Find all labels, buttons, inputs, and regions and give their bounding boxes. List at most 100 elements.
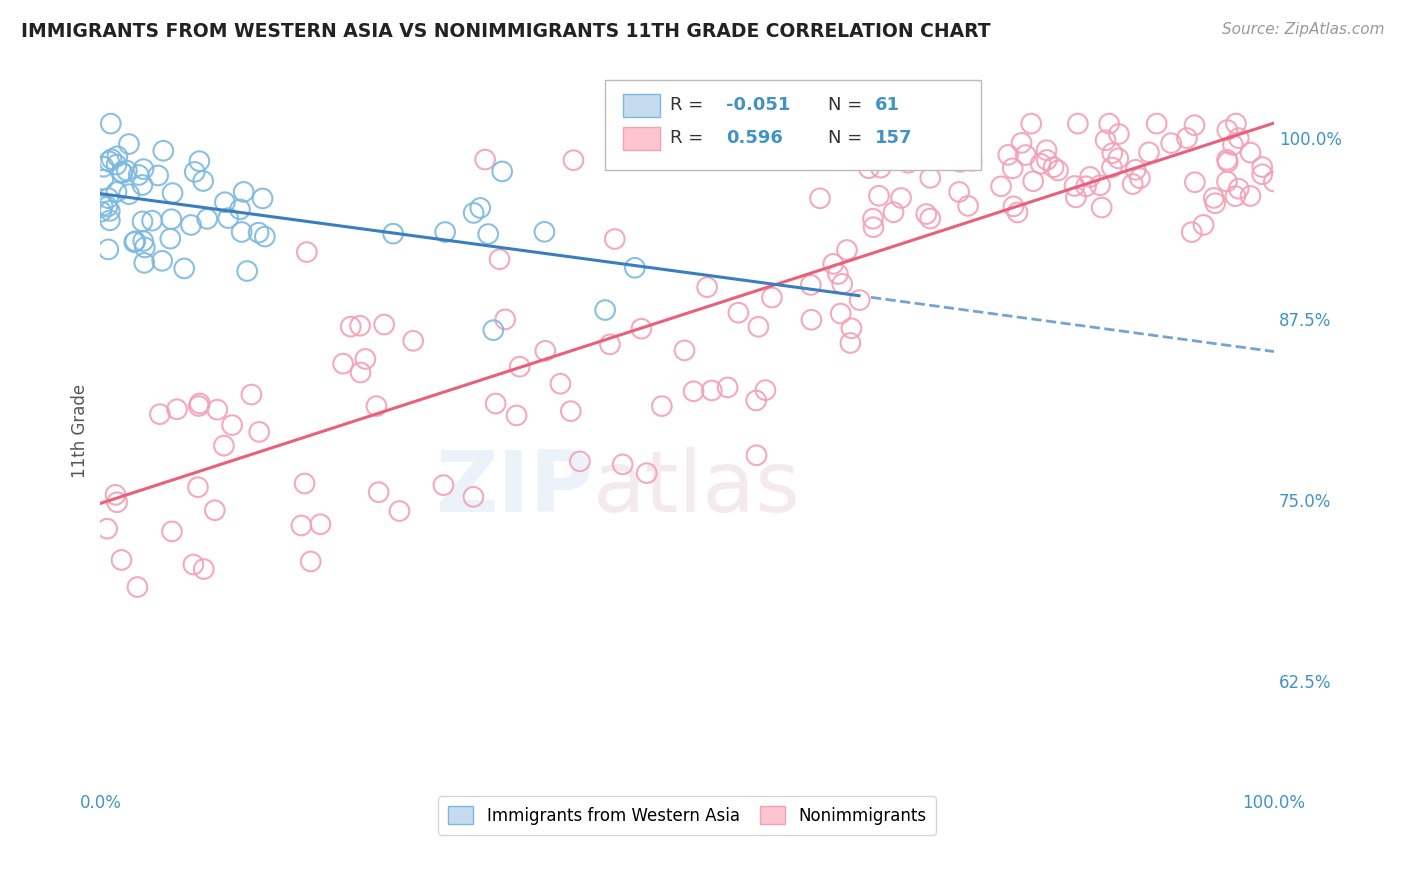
Point bbox=[124, 235, 146, 249]
Point bbox=[134, 240, 156, 254]
Point bbox=[252, 191, 274, 205]
Point bbox=[1011, 136, 1033, 150]
Point bbox=[183, 558, 205, 572]
Point bbox=[957, 199, 980, 213]
Point bbox=[110, 553, 132, 567]
Point bbox=[432, 478, 454, 492]
Point bbox=[354, 351, 377, 366]
Point bbox=[131, 178, 153, 192]
Point bbox=[366, 399, 388, 413]
Point bbox=[91, 173, 114, 187]
Point bbox=[100, 117, 122, 131]
Point bbox=[1047, 163, 1070, 178]
Point bbox=[122, 235, 145, 249]
Point bbox=[1122, 177, 1144, 191]
Point bbox=[835, 243, 858, 257]
Point bbox=[474, 153, 496, 167]
Point bbox=[482, 323, 505, 337]
Point bbox=[1216, 123, 1239, 137]
Point bbox=[159, 232, 181, 246]
Text: 61: 61 bbox=[875, 96, 900, 114]
Point bbox=[184, 165, 207, 179]
Point bbox=[800, 277, 823, 292]
Text: Source: ZipAtlas.com: Source: ZipAtlas.com bbox=[1222, 22, 1385, 37]
Point bbox=[488, 252, 510, 267]
Point bbox=[111, 165, 134, 179]
Point bbox=[1064, 190, 1087, 204]
Point bbox=[1078, 169, 1101, 184]
FancyBboxPatch shape bbox=[623, 127, 661, 151]
Point bbox=[105, 185, 128, 199]
Point bbox=[98, 154, 121, 169]
Point bbox=[339, 319, 361, 334]
Point bbox=[332, 357, 354, 371]
Point bbox=[232, 185, 254, 199]
Point bbox=[1107, 152, 1129, 166]
Point bbox=[131, 214, 153, 228]
Point bbox=[990, 179, 1012, 194]
Point bbox=[1146, 117, 1168, 131]
Point bbox=[858, 161, 880, 176]
Point bbox=[1088, 178, 1111, 193]
Point bbox=[253, 229, 276, 244]
Point bbox=[1263, 174, 1285, 188]
Point bbox=[294, 476, 316, 491]
Point bbox=[166, 402, 188, 417]
Point bbox=[1129, 171, 1152, 186]
Point bbox=[193, 562, 215, 576]
Point bbox=[247, 226, 270, 240]
Point bbox=[1216, 155, 1239, 169]
Point bbox=[717, 380, 740, 394]
Point bbox=[118, 136, 141, 151]
Point bbox=[800, 312, 823, 326]
Text: N =: N = bbox=[828, 129, 862, 147]
Point bbox=[470, 201, 492, 215]
Point bbox=[221, 418, 243, 433]
Point bbox=[191, 174, 214, 188]
Point bbox=[173, 261, 195, 276]
Point bbox=[105, 158, 128, 172]
Point bbox=[636, 466, 658, 480]
Point bbox=[231, 225, 253, 239]
Point bbox=[236, 264, 259, 278]
Point bbox=[673, 343, 696, 358]
Point bbox=[98, 203, 121, 218]
Point bbox=[1063, 178, 1085, 193]
Point bbox=[624, 260, 647, 275]
Point bbox=[839, 336, 862, 351]
Point bbox=[128, 168, 150, 182]
Point bbox=[915, 207, 938, 221]
Point bbox=[1019, 117, 1042, 131]
Point bbox=[745, 393, 768, 408]
Point bbox=[747, 319, 769, 334]
Point bbox=[727, 306, 749, 320]
Point bbox=[132, 162, 155, 177]
Point bbox=[1239, 189, 1261, 203]
Point bbox=[696, 280, 718, 294]
Point bbox=[1042, 160, 1064, 174]
Point bbox=[1091, 201, 1114, 215]
Point bbox=[509, 359, 531, 374]
Point bbox=[568, 454, 591, 468]
Text: R =: R = bbox=[669, 129, 709, 147]
Point bbox=[630, 322, 652, 336]
Point bbox=[1101, 161, 1123, 175]
Point bbox=[180, 218, 202, 232]
Point bbox=[97, 243, 120, 257]
Point bbox=[150, 253, 173, 268]
Point bbox=[700, 384, 723, 398]
Point bbox=[105, 495, 128, 509]
Point bbox=[761, 291, 783, 305]
FancyBboxPatch shape bbox=[605, 80, 980, 169]
Point bbox=[1225, 117, 1247, 131]
Point bbox=[1204, 196, 1226, 211]
Point bbox=[612, 458, 634, 472]
Point bbox=[1202, 191, 1225, 205]
Point bbox=[207, 402, 229, 417]
Text: ZIP: ZIP bbox=[436, 447, 593, 530]
Point bbox=[1184, 175, 1206, 189]
Point bbox=[1216, 153, 1239, 167]
Text: R =: R = bbox=[669, 96, 709, 114]
Point bbox=[91, 199, 114, 213]
Point bbox=[477, 227, 499, 241]
